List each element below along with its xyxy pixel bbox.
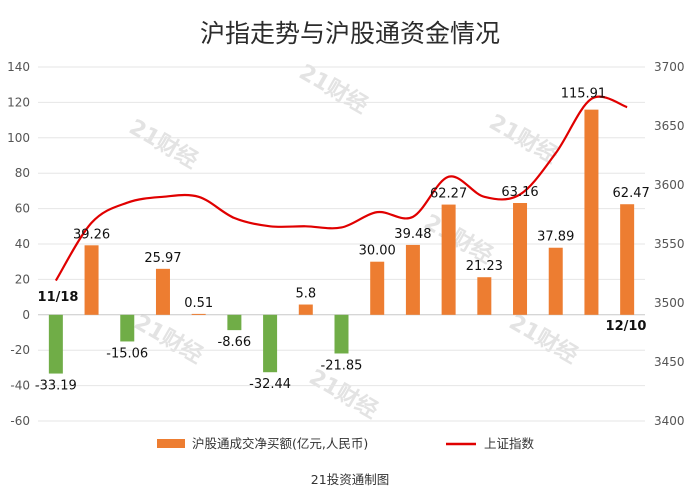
axis-labels: 140 120 100 80 60 40 20 0 -20 -40 -60 3700 3650 3600 3… [7,60,684,428]
bar [84,245,99,315]
bar [48,314,63,374]
right-tick-label: 3650 [654,119,685,133]
bar-value-label: 39.26 [73,227,110,242]
bar-value-label: 115.91 [561,87,607,102]
bar [334,314,349,354]
bar-value-label: 30.00 [359,244,396,259]
x-start-label: 11/18 [38,290,79,305]
bar [548,247,563,315]
legend: 沪股通成交净买额(亿元,人民币) 上证指数 [157,436,535,451]
line-series [54,95,628,282]
left-tick-label: -40 [10,379,30,393]
index-line [54,95,628,282]
right-tick-label: 3550 [654,237,685,251]
bar-value-label: -33.19 [35,379,77,394]
bar-value-label: 39.48 [394,227,431,242]
right-tick-label: 3700 [654,60,685,74]
left-tick-label: 80 [15,166,30,180]
bar-value-label: 63.16 [501,185,538,200]
bar-value-label: -15.06 [106,346,148,361]
right-tick-label: 3450 [654,355,685,369]
left-tick-label: 100 [7,131,30,145]
footer-credit: 21投资通制图 [311,472,389,487]
bar [513,203,528,315]
bar-value-label: 5.8 [295,287,316,302]
bar [191,313,206,315]
bar-value-label: 62.47 [613,186,650,201]
left-tick-label: -60 [10,414,30,428]
watermark-text: 21财经 [505,309,583,369]
bar-value-label: 25.97 [144,251,181,266]
bar-value-label: 21.23 [466,259,503,274]
bar [584,109,599,315]
right-tick-label: 3600 [654,178,685,192]
bar [120,314,135,342]
legend-line-label: 上证指数 [484,436,535,451]
bar [620,204,635,315]
data-labels: -33.19 39.26 -15.06 25.97 0.51 -8.66 -32.44 5.8… [35,87,650,394]
left-tick-label: 20 [15,272,30,286]
watermark-text: 21财经 [295,59,373,119]
bar [298,304,313,315]
bar-value-label: -32.44 [249,377,291,392]
right-tick-label: 3500 [654,296,685,310]
left-tick-label: 120 [7,95,30,109]
bar-value-label: -21.85 [321,358,363,373]
left-tick-label: 60 [15,202,30,216]
bar-value-label: -8.66 [218,335,252,350]
bar-value-label: 62.27 [430,187,467,202]
bar [227,314,242,331]
bar-value-label: 0.51 [184,296,213,311]
legend-bar-label: 沪股通成交净买额(亿元,人民币) [192,436,368,451]
watermark-text: 21财经 [125,114,203,174]
bar [370,261,385,315]
bar [441,204,456,315]
legend-bar-swatch [157,439,185,448]
gridlines [38,66,645,422]
x-end-label: 12/10 [606,319,647,334]
chart-title: 沪指走势与沪股通资金情况 [200,19,500,48]
left-tick-label: 140 [7,60,30,74]
left-tick-label: -20 [10,343,30,357]
left-tick-label: 0 [22,308,30,322]
bar-series [48,109,635,374]
right-tick-label: 3400 [654,414,685,428]
bar [477,277,492,315]
bar [155,268,170,315]
bar [405,244,420,315]
left-tick-label: 40 [15,237,30,251]
bar-value-label: 37.89 [537,230,574,245]
bar [263,314,278,373]
